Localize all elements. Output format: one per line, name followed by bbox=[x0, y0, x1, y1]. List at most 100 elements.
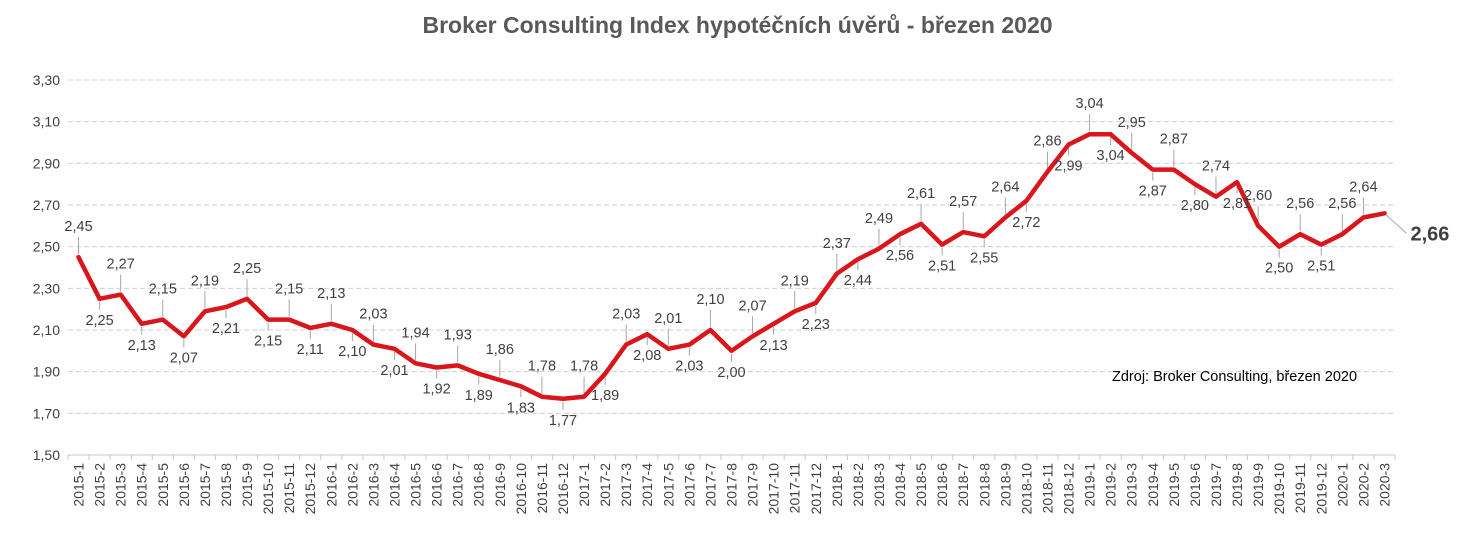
data-label: 2,64 bbox=[991, 180, 1019, 196]
x-tick-label: 2018-3 bbox=[871, 463, 887, 507]
x-tick-label: 2018-12 bbox=[1061, 463, 1077, 515]
chart-title: Broker Consulting Index hypotéčních úvěr… bbox=[422, 12, 1053, 38]
x-tick-label: 2019-2 bbox=[1103, 463, 1119, 507]
x-tick-label: 2018-1 bbox=[829, 463, 845, 507]
x-tick-label: 2019-3 bbox=[1124, 463, 1140, 507]
y-tick-label: 1,70 bbox=[33, 405, 60, 421]
data-label: 2,56 bbox=[1286, 196, 1314, 212]
data-label: 2,87 bbox=[1160, 132, 1188, 148]
x-tick-label: 2019-10 bbox=[1271, 463, 1287, 515]
x-tick-label: 2017-7 bbox=[702, 463, 718, 507]
data-label: 2,87 bbox=[1139, 184, 1167, 200]
y-axis-ticks: 1,50 1,70 1,90 2,10 2,30 2,50 2,70 2,90 3,10 3,30 bbox=[33, 72, 60, 463]
x-tick-label: 2015-3 bbox=[113, 463, 129, 507]
x-tick-label: 2018-5 bbox=[913, 463, 929, 507]
x-axis: 2015-1 2015-2 2015-3 2015-4 2015-5 2015-6 2015… bbox=[67, 455, 1396, 515]
data-label: 2,03 bbox=[612, 307, 640, 323]
x-tick-label: 2018-9 bbox=[997, 463, 1013, 507]
x-tick-label: 2017-5 bbox=[660, 463, 676, 507]
x-tick-label: 2016-8 bbox=[471, 463, 487, 507]
data-label: 2,60 bbox=[1244, 188, 1272, 204]
data-label: 1,86 bbox=[486, 342, 514, 358]
x-tick-label: 2017-11 bbox=[787, 463, 803, 514]
x-tick-label: 2015-10 bbox=[260, 463, 276, 515]
data-label: 2,57 bbox=[949, 194, 977, 210]
data-label: 2,13 bbox=[760, 338, 788, 354]
data-label: 2,74 bbox=[1202, 159, 1230, 175]
data-label: 1,92 bbox=[422, 382, 450, 398]
x-tick-label: 2017-12 bbox=[808, 463, 824, 515]
data-label: 3,04 bbox=[1097, 148, 1125, 164]
data-label: 2,01 bbox=[654, 311, 682, 327]
x-tick-label: 2019-7 bbox=[1208, 463, 1224, 507]
y-tick-label: 2,10 bbox=[33, 322, 60, 338]
x-tick-label: 2020-2 bbox=[1355, 463, 1371, 507]
data-label: 2,72 bbox=[1012, 215, 1040, 231]
data-label: 2,55 bbox=[970, 250, 998, 266]
x-tick-label: 2017-2 bbox=[597, 463, 613, 507]
data-label: 2,15 bbox=[149, 282, 177, 298]
data-label: 2,15 bbox=[254, 334, 282, 350]
y-tick-label: 2,70 bbox=[33, 197, 60, 213]
x-tick-label: 2018-2 bbox=[850, 463, 866, 507]
x-tick-label: 2018-7 bbox=[955, 463, 971, 507]
data-label: 2,95 bbox=[1118, 115, 1146, 131]
x-tick-label: 2016-3 bbox=[365, 463, 381, 507]
data-label: 1,78 bbox=[570, 359, 598, 375]
data-label: 2,07 bbox=[170, 350, 198, 366]
x-tick-label: 2018-10 bbox=[1018, 463, 1034, 515]
x-tick-label: 2019-11 bbox=[1292, 463, 1308, 514]
data-label: 2,00 bbox=[717, 365, 745, 381]
data-label: 2,56 bbox=[886, 248, 914, 264]
x-tick-label: 2018-8 bbox=[976, 463, 992, 507]
data-label: 2,01 bbox=[380, 363, 408, 379]
data-label: 2,19 bbox=[781, 273, 809, 289]
data-label: 2,51 bbox=[928, 259, 956, 275]
data-label: 2,23 bbox=[802, 317, 830, 333]
data-label: 2,10 bbox=[696, 292, 724, 308]
y-tick-label: 2,90 bbox=[33, 155, 60, 171]
x-tick-label: 2015-12 bbox=[302, 463, 318, 515]
data-label: 2,64 bbox=[1349, 180, 1377, 196]
x-tick-label: 2015-8 bbox=[218, 463, 234, 507]
data-label: 1,89 bbox=[465, 388, 493, 404]
data-label: 2,13 bbox=[128, 338, 156, 354]
x-tick-label: 2015-11 bbox=[281, 463, 297, 514]
x-tick-label: 2018-6 bbox=[934, 463, 950, 507]
x-tick-label: 2016-10 bbox=[513, 463, 529, 515]
data-label: 2,99 bbox=[1054, 159, 1082, 175]
label-leader-line bbox=[1384, 212, 1407, 234]
data-label: 2,25 bbox=[233, 261, 261, 277]
x-tick-label: 2018-4 bbox=[892, 463, 908, 507]
x-tick-label: 2019-8 bbox=[1229, 463, 1245, 507]
data-label: 1,93 bbox=[444, 327, 472, 343]
x-tick-label: 2016-12 bbox=[555, 463, 571, 515]
x-tick-label: 2017-10 bbox=[766, 463, 782, 515]
data-label: 1,78 bbox=[528, 359, 556, 375]
x-tick-label: 2020-1 bbox=[1334, 463, 1350, 507]
x-tick-label: 2017-1 bbox=[576, 463, 592, 507]
label-leader-lines bbox=[78, 114, 1407, 410]
x-tick-label: 2016-7 bbox=[450, 463, 466, 507]
data-label: 1,89 bbox=[591, 388, 619, 404]
data-label: 1,83 bbox=[507, 400, 535, 416]
x-tick-label: 2015-4 bbox=[134, 463, 150, 507]
data-label: 2,08 bbox=[633, 348, 661, 364]
data-label: 2,37 bbox=[823, 236, 851, 252]
data-label: 2,66 bbox=[1410, 223, 1449, 245]
y-tick-label: 2,50 bbox=[33, 239, 60, 255]
y-tick-label: 1,50 bbox=[33, 447, 60, 463]
data-label: 2,49 bbox=[865, 211, 893, 227]
x-tick-label: 2017-3 bbox=[618, 463, 634, 507]
x-tick-label: 2017-8 bbox=[724, 463, 740, 507]
x-tick-label: 2019-1 bbox=[1082, 463, 1098, 507]
x-tick-label: 2015-2 bbox=[92, 463, 108, 507]
x-tick-label: 2019-12 bbox=[1313, 463, 1329, 515]
data-label: 2,15 bbox=[275, 282, 303, 298]
data-label: 2,45 bbox=[64, 219, 92, 235]
x-tick-label: 2016-4 bbox=[386, 463, 402, 507]
data-label: 2,25 bbox=[85, 313, 113, 329]
x-tick-label: 2015-5 bbox=[155, 463, 171, 507]
x-tick-label: 2019-9 bbox=[1250, 463, 1266, 507]
